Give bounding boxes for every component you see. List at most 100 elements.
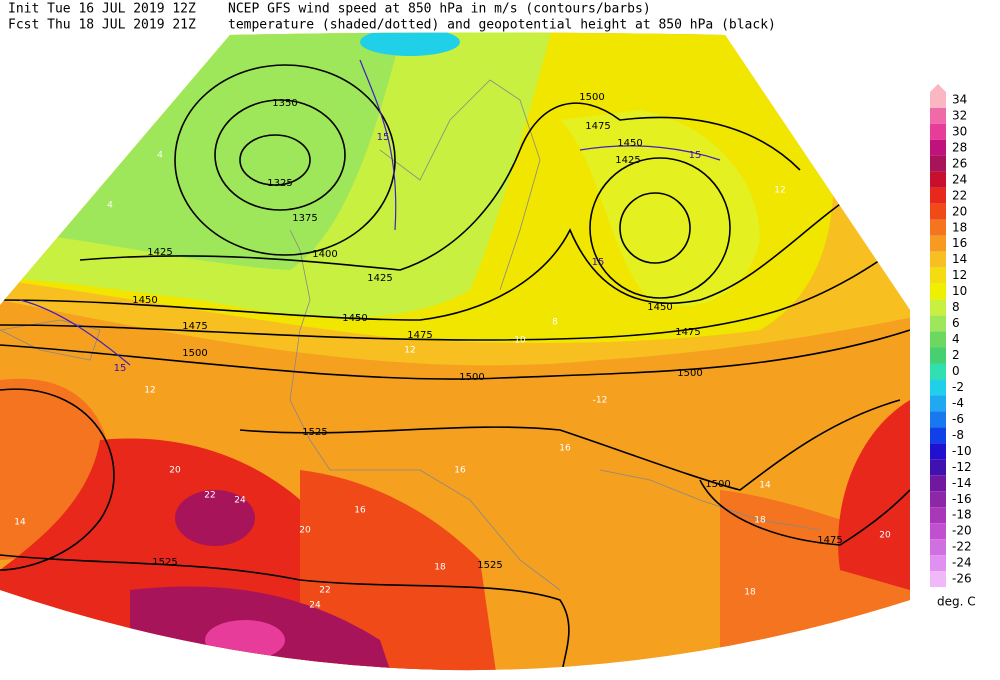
- colorbar-swatch: [930, 315, 946, 332]
- colorbar-label: 4: [952, 332, 960, 346]
- colorbar-swatch: [930, 427, 946, 444]
- height-contour: [619, 192, 691, 264]
- temperature-label: 10: [514, 336, 526, 346]
- colorbar-label: -12: [952, 460, 972, 474]
- temperature-label: 24: [234, 496, 246, 506]
- height-label: 1525: [152, 557, 177, 568]
- height-contour: [0, 554, 570, 671]
- colorbar-swatch: [930, 571, 946, 588]
- temperature-label: 18: [744, 588, 756, 598]
- temperature-label: 18: [754, 516, 766, 526]
- height-label: 1475: [585, 121, 610, 132]
- colorbar-label: -16: [952, 492, 972, 506]
- temperature-label: 20: [879, 531, 891, 541]
- colorbar-swatch: [930, 219, 946, 236]
- colorbar-label: 28: [952, 140, 967, 154]
- temperature-label: 22: [319, 586, 330, 596]
- colorbar-label: 24: [952, 172, 967, 186]
- wind-contour: [579, 145, 721, 161]
- temperature-label: 22: [204, 491, 215, 501]
- coastline: [379, 79, 541, 291]
- wind-label: 15: [114, 363, 127, 374]
- temperature-label: 14: [759, 481, 771, 491]
- colorbar-swatch: [930, 155, 946, 172]
- colorbar-label: 12: [952, 268, 967, 282]
- height-contour: [0, 239, 910, 341]
- colorbar-arrow: [930, 84, 946, 92]
- height-label: 1500: [579, 92, 604, 103]
- height-contour: [239, 399, 901, 491]
- colorbar-swatch: [930, 443, 946, 460]
- height-contour: [79, 102, 801, 271]
- wind-label: 15: [689, 150, 702, 161]
- colorbar-swatch: [930, 491, 946, 508]
- colorbar-swatch: [930, 235, 946, 252]
- wind-contour: [19, 299, 131, 366]
- wind-contour: [359, 59, 397, 231]
- colorbar-swatch: [930, 363, 946, 380]
- temperature-label: 8: [552, 318, 558, 328]
- temperature-label: 12: [404, 346, 415, 356]
- colorbar-label: -14: [952, 476, 972, 490]
- height-contour: [0, 189, 861, 321]
- height-label: 1325: [267, 178, 292, 189]
- colorbar-label: 14: [952, 252, 967, 266]
- init-time: Init Tue 16 JUL 2019 12Z: [8, 2, 196, 17]
- coastline: [0, 319, 101, 361]
- colorbar-swatch: [930, 123, 946, 140]
- temperature-label: 14: [14, 518, 26, 528]
- colorbar-label: 6: [952, 316, 960, 330]
- wind-label: 15: [377, 132, 390, 143]
- height-label: 1500: [705, 479, 730, 490]
- colorbar-label: -4: [952, 396, 964, 410]
- height-label: 1525: [302, 427, 327, 438]
- colorbar-label: 34: [952, 93, 967, 107]
- height-label: 1475: [182, 321, 207, 332]
- height-contour: [239, 134, 311, 186]
- colorbar-label: 10: [952, 284, 967, 298]
- shade-yellow-green-east: [560, 110, 760, 307]
- temperature-label: 20: [299, 526, 311, 536]
- height-label: 1525: [477, 560, 502, 571]
- colorbar-label: -18: [952, 508, 972, 522]
- colorbar-label: 30: [952, 124, 967, 138]
- colorbar-swatch: [930, 459, 946, 476]
- colorbar-swatch: [930, 283, 946, 300]
- colorbar-swatch: [930, 347, 946, 364]
- height-label: 1475: [407, 330, 432, 341]
- colorbar-swatch: [930, 555, 946, 572]
- title-line-1: NCEP GFS wind speed at 850 hPa in m/s (c…: [228, 2, 651, 17]
- shade-cyan: [360, 32, 460, 56]
- height-contour: [589, 157, 731, 299]
- height-contour: [174, 64, 396, 256]
- colorbar-unit: deg. C: [937, 595, 976, 609]
- temperature-label: 20: [169, 466, 181, 476]
- shade-magenta-blob: [175, 490, 255, 546]
- height-contour: [0, 388, 115, 571]
- colorbar-swatch: [930, 171, 946, 188]
- height-label: 1375: [292, 213, 317, 224]
- height-label: 1450: [617, 138, 642, 149]
- title-line-2: temperature (shaded/dotted) and geopoten…: [228, 18, 776, 33]
- wind-label: 15: [592, 257, 605, 268]
- colorbar-label: 22: [952, 188, 967, 202]
- height-contour: [0, 329, 910, 380]
- colorbar-swatch: [930, 379, 946, 396]
- colorbar-swatch: [930, 523, 946, 540]
- height-label: 1500: [182, 348, 207, 359]
- height-label: 1450: [132, 295, 157, 306]
- height-label: 1500: [459, 372, 484, 383]
- temperature-label: 12: [774, 186, 785, 196]
- colorbar-label: -6: [952, 412, 964, 426]
- colorbar-swatch: [930, 395, 946, 412]
- height-label: 1400: [312, 249, 337, 260]
- shade-red-east: [838, 400, 910, 590]
- colorbar-swatch: [930, 475, 946, 492]
- colorbar-label: 32: [952, 108, 967, 122]
- temperature-label: 4: [157, 151, 163, 161]
- temperature-label: 16: [454, 466, 466, 476]
- colorbar-label: 16: [952, 236, 967, 250]
- colorbar-label: -8: [952, 428, 964, 442]
